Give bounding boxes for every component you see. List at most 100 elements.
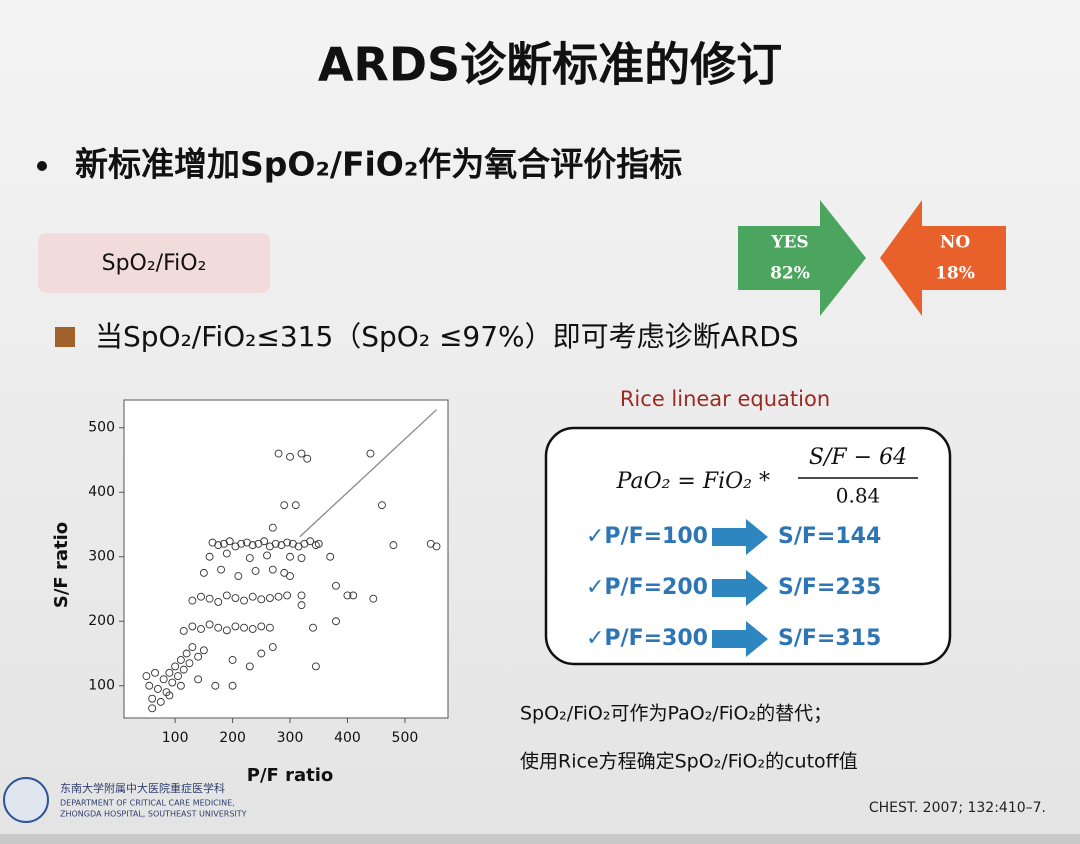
data-point: [234, 572, 243, 581]
logo-cn: 东南大学附属中大医院重症医学科: [60, 781, 225, 795]
pf-value: ✓P/F=200: [586, 575, 708, 600]
x-tick-label: 100: [162, 730, 189, 746]
sf-value: S/F=315: [778, 626, 881, 651]
y-tick-label: 400: [88, 484, 115, 500]
data-point: [314, 539, 323, 548]
data-point: [286, 572, 294, 581]
data-point: [303, 454, 312, 463]
data-point: [225, 537, 234, 546]
data-point: [214, 541, 223, 550]
data-point: [176, 655, 185, 664]
data-point: [297, 601, 306, 610]
data-point: [286, 452, 294, 461]
data-point: [159, 675, 168, 684]
condition-text: 当SpO₂/FiO₂≤315（SpO₂ ≤97%）即可考虑诊断ARDS: [95, 320, 799, 353]
data-point: [171, 662, 180, 671]
data-point: [205, 620, 214, 629]
x-tick-label: 400: [334, 730, 361, 746]
logo-emblem: [3, 777, 49, 823]
data-point: [366, 449, 375, 458]
data-point: [263, 551, 271, 560]
data-point: [222, 549, 231, 558]
data-point: [271, 539, 280, 548]
data-point: [228, 681, 237, 690]
equation-title: Rice linear equation: [620, 387, 830, 411]
logo-en: ZHONGDA HOSPITAL, SOUTHEAST UNIVERSITY: [60, 810, 247, 819]
data-point: [349, 591, 358, 600]
label-box: [38, 233, 270, 293]
pf-value: ✓P/F=300: [586, 626, 708, 651]
data-point: [265, 594, 274, 602]
data-point: [165, 691, 174, 700]
y-tick-label: 100: [88, 678, 115, 694]
data-point: [297, 554, 306, 562]
no-arrow: [880, 200, 1006, 316]
data-point: [182, 649, 191, 658]
data-point: [257, 649, 266, 658]
data-point: [268, 643, 277, 651]
data-point: [222, 626, 231, 635]
data-point: [194, 652, 203, 661]
data-point: [179, 626, 188, 635]
data-point: [165, 668, 174, 677]
no-label: NO: [940, 233, 971, 253]
pf-value: ✓P/F=100: [586, 524, 708, 549]
data-point: [245, 662, 254, 671]
data-point: [268, 523, 277, 532]
data-point: [179, 665, 188, 674]
data-point: [389, 541, 398, 550]
data-point: [176, 681, 185, 690]
data-point: [311, 662, 320, 671]
data-point: [199, 568, 208, 577]
data-point: [228, 655, 237, 664]
bullet-dot: [37, 161, 47, 171]
fit-line: [299, 409, 437, 538]
data-point: [248, 592, 257, 601]
data-point: [369, 594, 378, 603]
x-tick-label: 300: [277, 730, 304, 746]
data-point: [309, 623, 317, 632]
data-point: [251, 566, 260, 575]
data-point: [168, 678, 177, 687]
data-point: [205, 552, 214, 561]
data-point: [297, 591, 306, 600]
data-point: [188, 622, 197, 631]
data-point: [257, 622, 266, 631]
data-point: [145, 681, 154, 690]
data-point: [291, 501, 300, 510]
data-point: [248, 541, 257, 550]
data-point: [240, 596, 249, 605]
data-point: [326, 552, 335, 561]
y-tick-label: 300: [88, 549, 115, 565]
data-point: [174, 672, 182, 681]
equation-rows: ✓P/F=100 S/F=144 ✓P/F=200 S/F=235 ✓P/F=300 S/…: [586, 519, 881, 657]
data-point: [297, 449, 306, 458]
equation-lhs: PaO₂ = FiO₂ *: [616, 469, 770, 494]
data-point: [237, 539, 246, 548]
data-point: [197, 625, 205, 633]
data-point: [260, 537, 269, 546]
bullet-text: 新标准增加SpO₂/FiO₂作为氧合评价指标: [75, 145, 682, 184]
data-point: [214, 597, 223, 606]
data-point: [240, 623, 249, 632]
data-point: [231, 622, 240, 631]
data-point: [265, 623, 274, 632]
x-axis-title: P/F ratio: [247, 765, 334, 786]
data-point: [257, 595, 266, 604]
yes-value: 82%: [770, 264, 810, 284]
x-tick-label: 500: [392, 730, 419, 746]
data-point: [268, 565, 277, 574]
data-point: [306, 537, 315, 546]
data-point: [280, 501, 289, 510]
data-point: [286, 552, 294, 561]
note: 使用Rice方程确定SpO₂/FiO₂的cutoff值: [520, 751, 858, 773]
data-point: [377, 501, 386, 510]
data-point: [188, 643, 197, 651]
data-point: [222, 591, 231, 600]
data-point: [188, 596, 197, 605]
data-point: [217, 565, 226, 574]
data-point: [142, 672, 151, 681]
logo-en: DEPARTMENT OF CRITICAL CARE MEDICINE,: [60, 799, 235, 808]
data-point: [214, 623, 223, 632]
